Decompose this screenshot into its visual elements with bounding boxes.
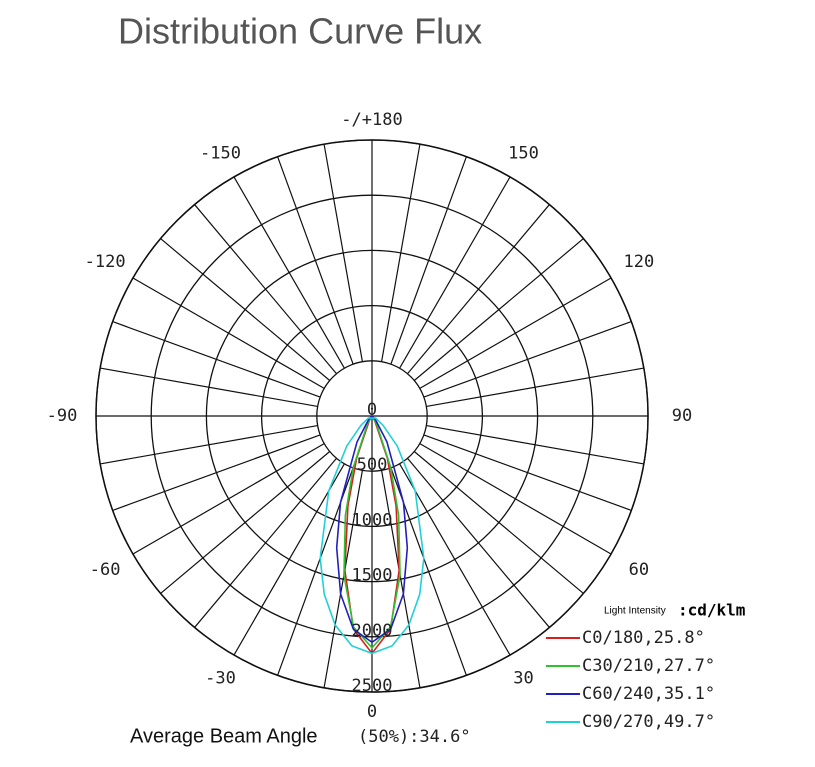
tick-spoke — [399, 176, 511, 369]
grid-spoke — [413, 238, 584, 381]
footer-value: (50%):34.6° — [358, 727, 471, 747]
angle-label: 90 — [672, 406, 692, 426]
angle-label: -30 — [205, 668, 236, 688]
angle-label: -90 — [47, 406, 78, 426]
grid-spoke — [426, 367, 644, 408]
grid-spoke — [407, 204, 550, 375]
tick-spoke — [132, 277, 325, 389]
grid-spoke — [112, 434, 321, 511]
radius-label: 2500 — [352, 676, 393, 696]
radius-label: 1500 — [352, 566, 393, 586]
chart-title: Distribution Curve Flux — [118, 11, 482, 52]
tick-spoke — [399, 463, 511, 656]
angle-label: -60 — [90, 560, 121, 580]
grid-spoke — [194, 457, 337, 628]
intensity-curve — [335, 414, 409, 644]
intensity-curve — [319, 417, 425, 655]
radius-label: 500 — [357, 455, 388, 475]
grid-spoke — [423, 321, 632, 398]
tick-spoke — [132, 443, 325, 555]
radius-label: 2000 — [352, 621, 393, 641]
angle-label: 60 — [629, 560, 649, 580]
footer-label: Average Beam Angle — [130, 725, 318, 747]
grid-spoke — [194, 204, 337, 375]
tick-spoke — [419, 443, 612, 555]
unit-label: Light Intensity — [604, 606, 666, 617]
legend-label: C30/210,27.7° — [582, 656, 715, 676]
angle-label: -120 — [85, 252, 126, 272]
angle-label: -/+180 — [341, 110, 402, 130]
radius-label: 0 — [367, 400, 377, 420]
grid-spoke — [413, 451, 584, 594]
grid-spoke — [390, 156, 467, 365]
grid-spoke — [160, 238, 331, 381]
grid-spoke — [100, 367, 318, 408]
radius-label: 1000 — [352, 510, 393, 530]
legend-label: C90/270,49.7° — [582, 712, 715, 732]
angle-label: 120 — [623, 252, 654, 272]
grid-spoke — [380, 470, 421, 688]
grid-spoke — [100, 424, 318, 465]
grid-spoke — [380, 144, 421, 362]
tick-spoke — [419, 277, 612, 389]
grid-spoke — [323, 470, 364, 688]
grid-spoke — [112, 321, 321, 398]
tick-spoke — [233, 176, 345, 369]
tick-spoke — [233, 463, 345, 656]
angle-label: 150 — [508, 144, 539, 164]
grid-spoke — [407, 457, 550, 628]
grid-spoke — [160, 451, 331, 594]
unit: :cd/klm — [678, 601, 746, 620]
legend-label: C0/180,25.8° — [582, 628, 705, 648]
angle-label: -150 — [200, 144, 241, 164]
intensity-curve — [343, 414, 401, 650]
grid-spoke — [277, 156, 354, 365]
legend-label: C60/240,35.1° — [582, 684, 715, 704]
angle-label: 0 — [367, 702, 377, 722]
grid-spoke — [323, 144, 364, 362]
angle-label: 30 — [513, 668, 533, 688]
grid-spoke — [423, 434, 632, 511]
grid-spoke — [426, 424, 644, 465]
